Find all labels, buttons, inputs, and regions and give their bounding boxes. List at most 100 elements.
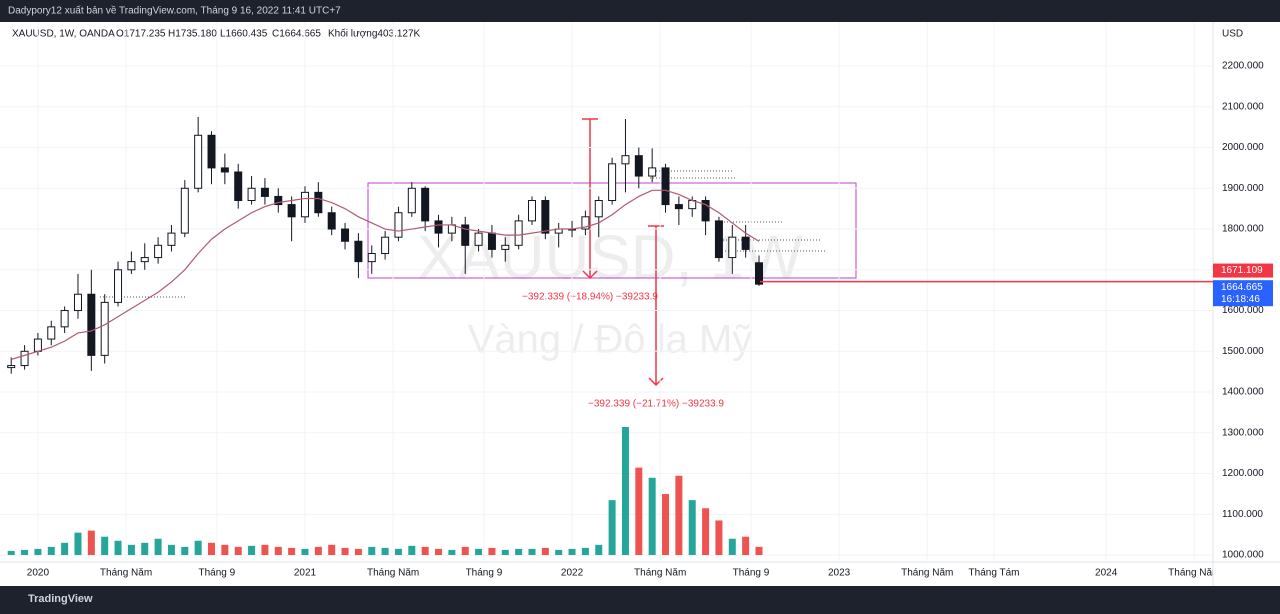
y-tick-label: 2000.000 xyxy=(1222,142,1264,153)
y-tick-label: 1500.000 xyxy=(1222,346,1264,357)
volume-bar xyxy=(354,548,362,555)
volume-bar xyxy=(461,546,469,555)
volume-bar xyxy=(208,542,216,555)
candle-body xyxy=(434,220,443,234)
candle-body xyxy=(648,167,657,177)
legend-volume: Khối lượng403.127K xyxy=(328,28,421,40)
x-tick-label: Tháng 9 xyxy=(199,568,236,579)
candle-body xyxy=(287,204,296,218)
legend-high: H1735.180 xyxy=(168,29,217,40)
candle-body xyxy=(207,134,216,169)
volume-bar xyxy=(541,547,549,555)
volume-bar xyxy=(408,545,416,555)
x-tick-label: Tháng Năm xyxy=(100,568,152,579)
volume-bar xyxy=(114,540,122,555)
legend-symbol: XAUUSD, 1W, OANDA xyxy=(12,29,115,40)
candle-body xyxy=(220,167,229,173)
candle-body xyxy=(487,232,496,250)
candle-body xyxy=(7,365,16,369)
volume-bar xyxy=(21,549,29,555)
volume-bar xyxy=(194,540,202,555)
header-bar xyxy=(0,0,1280,22)
candle-body xyxy=(634,155,643,177)
candle-body xyxy=(461,224,470,246)
candle-body xyxy=(247,187,256,202)
volume-bar xyxy=(702,508,710,555)
legend-open: O1717.235 xyxy=(116,29,166,40)
x-tick-label: Tháng Năm xyxy=(901,568,953,579)
plot-area: 2020 Tháng Năm Tháng 9 2021 Tháng Năm Tháng 9… xyxy=(0,22,1220,579)
candle-body xyxy=(87,293,96,356)
x-tick-label: Tháng Tám xyxy=(969,568,1020,579)
candle-body xyxy=(661,167,670,206)
volume-bar xyxy=(608,500,616,555)
x-tick-label: 2020 xyxy=(27,568,50,579)
x-tick-label: Tháng 9 xyxy=(466,568,503,579)
volume-bar xyxy=(74,532,82,555)
y-tick-label: 1600.000 xyxy=(1222,305,1264,316)
volume-bar xyxy=(221,544,229,555)
candle-body xyxy=(194,134,203,189)
volume-bar xyxy=(728,538,736,555)
y-tick-label: 1300.000 xyxy=(1222,427,1264,438)
y-tick-label: 1900.000 xyxy=(1222,183,1264,194)
candle-body xyxy=(114,269,123,303)
candle-body xyxy=(501,244,510,250)
volume-bar xyxy=(662,494,670,555)
legend-low: L1660.435 xyxy=(220,29,268,40)
volume-bar xyxy=(421,546,429,555)
volume-bar xyxy=(328,544,336,555)
candle-body xyxy=(608,163,617,202)
y-tick-label: 1800.000 xyxy=(1222,224,1264,235)
y-tick-label: 2100.000 xyxy=(1222,101,1264,112)
x-tick-label: Tháng Năm xyxy=(634,568,686,579)
x-tick-label: Tháng Năm xyxy=(367,568,419,579)
x-tick-label: Tháng 9 xyxy=(733,568,770,579)
countdown: 16:18:46 xyxy=(1221,294,1260,305)
measure-label: −392.339 (−21.71%) −39233.9 xyxy=(588,399,724,410)
footer-bar xyxy=(0,586,1280,614)
candle-body xyxy=(674,204,683,210)
footer-brand: TradingView xyxy=(28,593,93,605)
volume-bar xyxy=(101,536,109,555)
volume-bar xyxy=(501,549,509,555)
price-label: 1664.665 xyxy=(1221,282,1263,293)
volume-bar xyxy=(248,545,256,555)
x-tick-label: 2022 xyxy=(561,568,584,579)
candle-body xyxy=(474,232,483,246)
volume-bar xyxy=(127,544,135,555)
volume-bar xyxy=(635,467,643,555)
moving-average xyxy=(11,189,760,361)
volume-bar xyxy=(568,548,576,555)
y-tick-label: 1100.000 xyxy=(1222,509,1263,520)
volume-bar xyxy=(621,427,629,555)
candle-body xyxy=(407,187,416,214)
candle-body xyxy=(714,220,723,259)
candle-body xyxy=(260,187,269,197)
dotted-levels xyxy=(100,170,825,298)
candle-body xyxy=(367,252,376,263)
candle-body xyxy=(73,293,82,312)
volume-bar xyxy=(528,548,536,555)
measure-label: −392.339 (−18.94%) −39233.9 xyxy=(522,292,658,303)
volume-bar xyxy=(288,547,296,555)
candle-body xyxy=(327,212,336,230)
volume-bar xyxy=(515,548,523,555)
y-tick-label: 1000.000 xyxy=(1222,550,1264,561)
volume-bar xyxy=(448,549,456,555)
volume-bar xyxy=(154,538,162,555)
volume-bar xyxy=(7,550,15,555)
volume-bar xyxy=(394,548,402,555)
header-text: Dadypory12 xuất bản về TradingView.com, … xyxy=(8,5,341,17)
currency: USD xyxy=(1222,29,1243,40)
candle-body xyxy=(527,200,536,222)
candle-body xyxy=(167,232,176,246)
x-tick-label: 2024 xyxy=(1095,568,1118,579)
price-label-box xyxy=(1213,280,1273,307)
x-tick-label: Tháng Năm xyxy=(1168,568,1220,579)
candle-body xyxy=(394,212,403,238)
candle-body xyxy=(621,155,630,165)
volume-bar xyxy=(742,536,750,555)
volume-bar xyxy=(261,544,269,555)
